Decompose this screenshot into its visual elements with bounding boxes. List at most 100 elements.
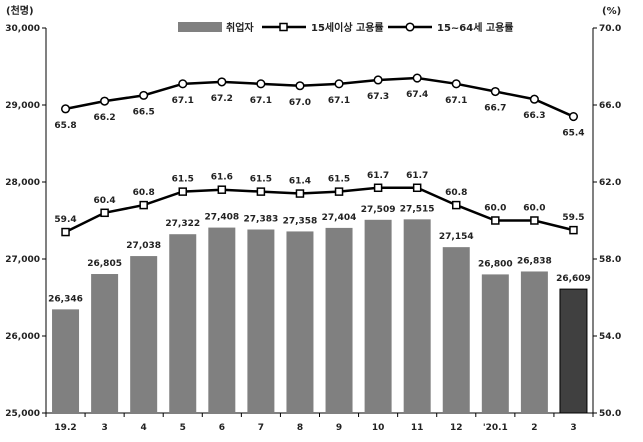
bar-data-label: 27,408 [204,213,239,223]
marker-rate-15-64 [412,73,422,83]
legend: 취업자 15세이상 고용률 15~64세 고용률 [178,21,514,34]
right-axis-tick-label: 66.0 [599,101,621,111]
bar-employed [286,231,314,413]
bar-employed [325,227,353,413]
left-axis-tick-label: 28,000 [5,178,40,188]
x-axis-tick-label: '20.1 [483,423,508,433]
legend-line2-label: 15~64세 고용률 [437,21,514,34]
right-axis-unit: (%) [602,6,621,17]
rate-15plus-label: 61.5 [328,175,350,185]
right-axis-tick-label: 58.0 [599,255,621,265]
bar-data-label: 27,154 [439,232,474,242]
legend-line1-label: 15세이상 고용률 [311,21,384,34]
bar-employed [442,247,470,413]
marker-rate-15plus [100,208,109,218]
right-axis-tick-label: 50.0 [599,409,621,419]
marker-rate-15-64 [178,79,188,89]
bar-employed [247,229,275,413]
left-axis-tick-label: 29,000 [5,101,40,111]
marker-rate-15-64 [100,96,110,106]
rate-15-64-label: 65.4 [562,129,584,139]
marker-rate-15plus [373,183,383,193]
x-axis-tick-label: 4 [141,423,147,433]
rate-15plus-label: 60.0 [523,204,545,214]
bar-employed [130,256,158,413]
rate-15-64-label: 67.1 [445,96,467,106]
marker-rate-15plus [139,200,148,210]
rate-15plus-label: 59.5 [562,213,584,223]
x-axis-tick-label: 11 [411,423,424,433]
bar-data-label: 26,838 [517,256,552,266]
marker-rate-15plus [452,200,461,210]
marker-rate-15-64 [217,77,227,87]
x-axis-tick-label: 8 [297,423,303,433]
x-axis-tick-label: 10 [372,423,385,433]
rate-15plus-label: 60.0 [484,204,506,214]
rate-15plus-label: 60.8 [133,188,155,198]
rate-15plus-label: 60.8 [445,188,467,198]
marker-rate-15plus [530,216,539,225]
right-axis-tick-label: 62.0 [599,178,621,188]
left-axis-unit: (천명) [6,4,34,17]
bar-employed [169,234,197,413]
marker-rate-15-64 [60,104,71,114]
bar-data-label: 27,515 [400,204,435,214]
left-axis-tick-label: 26,000 [5,332,40,342]
x-axis-tick-label: 3 [101,423,107,433]
bar-employed [559,288,588,414]
marker-rate-15-64 [529,94,539,104]
rate-15plus-label: 61.7 [406,171,428,181]
bar-employed [520,271,548,413]
legend-line1-marker [279,22,288,32]
marker-rate-15-64 [139,90,149,100]
bar-data-label: 26,609 [556,274,591,284]
bar-data-label: 27,509 [361,205,396,215]
bar-data-label: 27,404 [322,213,357,223]
rate-15plus-label: 61.5 [250,175,272,185]
line-rate-15-64 [65,76,574,118]
bar-data-label: 27,322 [165,219,200,229]
rate-15plus-label: 61.4 [289,177,311,187]
rate-15-64-label: 67.4 [406,90,428,100]
right-axis-tick-label: 70.0 [599,24,621,34]
bar-data-label: 27,038 [126,241,161,251]
rate-15-64-label: 65.8 [54,121,76,131]
left-axis-tick-label: 27,000 [5,255,40,265]
rate-15-64-label: 66.5 [133,107,155,117]
marker-rate-15-64 [451,79,461,89]
rate-15-64-label: 66.2 [93,113,115,123]
marker-rate-15plus [295,189,305,198]
marker-rate-15plus [412,183,422,193]
rate-15-64-label: 67.2 [211,94,233,104]
rate-15-64-label: 67.1 [250,96,272,106]
bar-data-label: 26,346 [48,294,83,304]
bar-data-label: 26,800 [478,259,513,269]
marker-rate-15-64 [334,79,344,89]
marker-rate-15plus [178,187,187,196]
rate-15-64-label: 67.1 [172,96,194,106]
marker-rate-15-64 [568,112,579,122]
legend-line2-marker [405,22,415,32]
marker-rate-15plus [256,187,266,196]
bar-employed [481,274,509,413]
marker-rate-15-64 [295,81,305,91]
x-axis-tick-label: 7 [258,423,264,433]
marker-rate-15-64 [373,75,383,85]
rate-15-64-label: 66.7 [484,104,506,114]
legend-bar-swatch [178,22,222,32]
rate-15plus-label: 59.4 [54,215,76,225]
left-axis-tick-label: 30,000 [5,24,40,34]
bar-employed [52,309,80,413]
rate-15-64-label: 67.3 [367,92,389,102]
rate-15-64-label: 67.0 [289,98,311,108]
x-axis-tick-label: 3 [570,423,576,433]
legend-bar-label: 취업자 [226,21,254,34]
x-axis-tick-label: 6 [219,423,225,433]
marker-rate-15plus [334,187,344,196]
bar-data-label: 27,358 [283,216,318,226]
marker-rate-15-64 [490,86,500,97]
rate-15plus-label: 60.4 [93,196,115,206]
marker-rate-15plus [491,216,500,225]
x-axis-tick-label: 19.2 [54,423,76,433]
x-axis-tick-label: 5 [180,423,186,433]
